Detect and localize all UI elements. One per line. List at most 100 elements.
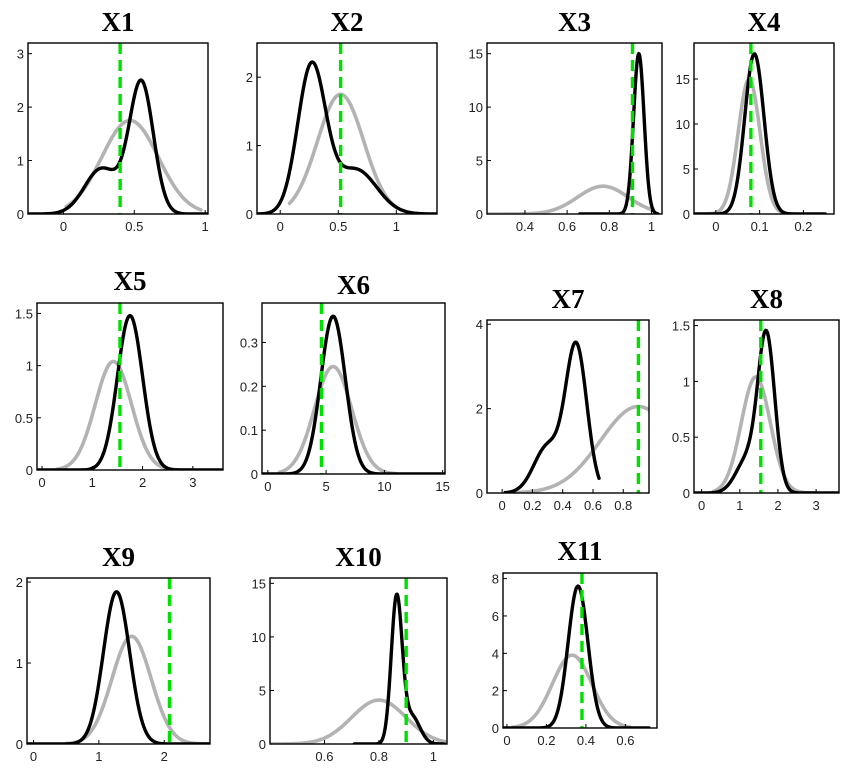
x-tick-label: 1 (648, 219, 655, 234)
subplot-title: X8 (750, 284, 783, 314)
subplot-title: X11 (557, 536, 602, 566)
plot-area (503, 573, 651, 728)
y-tick-label: 0 (476, 207, 483, 222)
y-tick-label: 4 (476, 317, 483, 332)
subplot-11: X11 0 0.2 0.4 0.6 0 2 4 6 8 (492, 536, 658, 748)
x-tick-label: 15 (435, 479, 449, 494)
subplot-title: X7 (552, 284, 585, 314)
plot-area (487, 43, 660, 214)
y-tick-label: 8 (492, 572, 499, 587)
y-tick-label: 1 (16, 656, 23, 671)
subplot-5: X5 0 1 2 3 0 0.5 1 1.5 (15, 266, 224, 490)
y-tick-label: 0.3 (240, 335, 258, 350)
y-tick-label: 0 (26, 463, 33, 478)
x-tick-label: 0 (38, 475, 45, 490)
y-tick-label: 2 (476, 402, 483, 417)
x-tick-label: 1 (89, 475, 96, 490)
x-tick-label: 0.1 (751, 219, 769, 234)
x-tick-label: 1 (95, 749, 102, 764)
prior-density-line (270, 698, 447, 744)
y-tick-label: 0.5 (15, 411, 33, 426)
x-tick-label: 1 (736, 498, 743, 513)
y-tick-label: 0.2 (240, 379, 258, 394)
x-tick-label: 0 (698, 498, 705, 513)
y-tick-label: 0 (492, 721, 499, 736)
axes-frame (486, 42, 663, 215)
x-tick-label: 3 (812, 498, 819, 513)
x-tick-label: 0.5 (329, 219, 347, 234)
y-tick-label: 5 (476, 154, 483, 169)
axes-frame (27, 42, 209, 215)
plot-area (262, 303, 445, 474)
posterior-density-line (28, 78, 208, 214)
subplot-title: X9 (102, 542, 135, 572)
y-tick-label: 0 (246, 207, 253, 222)
prior-density-line (511, 653, 632, 728)
y-tick-label: 0 (683, 207, 690, 222)
posterior-density-line (352, 592, 446, 744)
prior-density-line (64, 118, 203, 212)
y-tick-label: 4 (492, 646, 499, 661)
posterior-density-line (262, 314, 445, 474)
posterior-density-line (694, 328, 839, 493)
y-tick-label: 1 (246, 139, 253, 154)
plot-area (270, 578, 447, 744)
x-tick-label: 2 (774, 498, 781, 513)
plot-area (257, 43, 437, 214)
y-tick-label: 2 (17, 100, 24, 115)
y-tick-label: 0 (476, 486, 483, 501)
plot-area (694, 320, 839, 493)
x-tick-label: 0.8 (600, 219, 618, 234)
x-tick-label: 0 (499, 498, 506, 513)
x-tick-label: 0 (60, 219, 67, 234)
y-tick-label: 1 (26, 359, 33, 374)
prior-density-line (55, 359, 195, 470)
x-tick-label: 0.4 (577, 733, 595, 748)
subplot-title: X4 (748, 7, 781, 37)
y-tick-label: 10 (469, 100, 483, 115)
x-tick-label: 0 (264, 479, 271, 494)
x-tick-label: 0.2 (523, 498, 541, 513)
x-tick-label: 0.2 (794, 219, 812, 234)
y-tick-label: 15 (676, 72, 690, 87)
x-tick-label: 0 (277, 219, 284, 234)
y-tick-label: 15 (252, 576, 266, 591)
axes-frame (261, 302, 446, 475)
subplot-1: X1 0 0.5 1 0 1 2 3 (17, 7, 209, 234)
x-tick-label: 0.6 (558, 219, 576, 234)
y-tick-label: 0 (683, 486, 690, 501)
posterior-density-line (37, 313, 223, 470)
subplot-title: X1 (102, 7, 135, 37)
prior-density-line (287, 92, 399, 210)
y-tick-label: 15 (469, 47, 483, 62)
y-tick-label: 6 (492, 609, 499, 624)
subplot-4: X4 0 0.1 0.2 0 5 10 15 (676, 7, 835, 234)
y-tick-label: 0 (251, 467, 258, 482)
y-tick-label: 5 (683, 162, 690, 177)
x-tick-label: 10 (377, 479, 391, 494)
x-tick-label: 3 (189, 475, 196, 490)
axes-frame (269, 577, 448, 745)
posterior-density-line (503, 340, 601, 493)
prior-density-line (711, 375, 818, 493)
subplot-2: X2 0 0.5 1 0 1 2 (246, 7, 438, 234)
axes-frame (693, 42, 835, 215)
x-tick-label: 1 (393, 219, 400, 234)
y-tick-label: 2 (246, 70, 253, 85)
y-tick-label: 3 (17, 47, 24, 62)
axes-frame (256, 42, 438, 215)
subplot-6: X6 0 5 10 15 0 0.1 0.2 0.3 (240, 270, 450, 494)
y-tick-label: 1 (683, 374, 690, 389)
posterior-density-line (257, 60, 437, 214)
x-tick-label: 1 (430, 749, 437, 764)
axes-frame (486, 319, 650, 494)
y-tick-label: 5 (259, 683, 266, 698)
x-tick-label: 2 (161, 749, 168, 764)
prior-density-line (277, 364, 398, 474)
x-tick-label: 0 (30, 749, 37, 764)
posterior-density-line (27, 590, 210, 744)
subplot-7: X7 0 0.2 0.4 0.6 0.8 0 2 4 (476, 284, 650, 513)
y-tick-label: 0 (259, 737, 266, 752)
